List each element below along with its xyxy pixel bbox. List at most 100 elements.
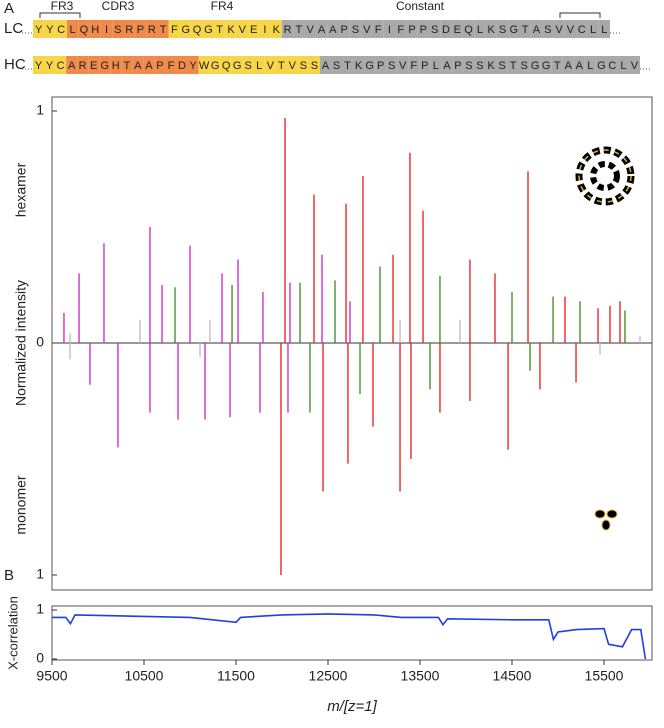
residue-box	[330, 56, 343, 74]
residue-box	[628, 56, 640, 74]
residue: D	[442, 24, 450, 36]
residue: V	[267, 60, 275, 72]
residue: F	[375, 24, 382, 36]
residue-box	[372, 20, 384, 38]
residue-box	[168, 20, 181, 38]
residue: T	[554, 60, 561, 72]
residue: Y	[46, 60, 54, 72]
residue-box	[33, 20, 45, 38]
residue: C	[608, 60, 616, 72]
residue: P	[421, 60, 428, 72]
residue-box	[462, 20, 475, 38]
residue: V	[555, 24, 563, 36]
residue: Q	[80, 24, 89, 36]
residue-box	[259, 20, 271, 38]
residue-box	[66, 56, 78, 74]
residue: Y	[35, 24, 43, 36]
residue-box	[540, 56, 552, 74]
residue: E	[90, 60, 97, 72]
residue-box	[386, 56, 398, 74]
residue: A	[576, 60, 584, 72]
residue: G	[597, 60, 606, 72]
hexamer-icon	[575, 146, 635, 206]
residue-box	[220, 56, 232, 74]
x-tick-label: 11500	[217, 668, 255, 684]
residue: Y	[35, 60, 43, 72]
residue: A	[145, 60, 153, 72]
residue: E	[250, 24, 257, 36]
residue-box	[485, 20, 497, 38]
residue: P	[377, 60, 384, 72]
residue-box	[304, 20, 316, 38]
residue: H	[91, 24, 99, 36]
residue-box	[99, 56, 111, 74]
residue: F	[168, 60, 175, 72]
residue: V	[289, 60, 297, 72]
residue-box	[417, 20, 429, 38]
residue: V	[399, 60, 407, 72]
residue: C	[57, 24, 65, 36]
residue: P	[156, 60, 163, 72]
residue-box	[342, 56, 354, 74]
residue-box	[88, 56, 100, 74]
residue-box	[327, 20, 339, 38]
residue: K	[488, 24, 496, 36]
residue-box	[395, 20, 407, 38]
residue-box	[598, 20, 610, 38]
residue: V	[307, 24, 315, 36]
residue-box	[121, 56, 133, 74]
panel-label: A	[4, 0, 14, 17]
residue-box	[247, 20, 260, 38]
residue: T	[123, 60, 130, 72]
x-tick-label: 15500	[585, 668, 624, 684]
residue: T	[510, 60, 517, 72]
residue-box	[530, 20, 543, 38]
residue: A	[565, 60, 573, 72]
residue-box	[209, 56, 221, 74]
residue-box	[44, 56, 56, 74]
residue-box	[143, 56, 155, 74]
residue-box	[319, 56, 331, 74]
residue-box	[315, 20, 328, 38]
y-tick-label: 1	[36, 601, 44, 617]
residue-box	[349, 20, 362, 38]
residue: G	[211, 60, 220, 72]
residue-box	[110, 56, 122, 74]
residue-box	[146, 20, 158, 38]
residue: S	[544, 24, 551, 36]
bracket	[39, 12, 601, 18]
residue-box	[281, 20, 294, 38]
residue: S	[352, 24, 359, 36]
residue-box	[587, 20, 599, 38]
residue-box	[474, 56, 486, 74]
residue-box	[132, 56, 144, 74]
residue-box	[553, 20, 565, 38]
residue-box	[77, 56, 89, 74]
residue-box	[353, 56, 365, 74]
residue-box	[507, 56, 519, 74]
residue: V	[567, 24, 575, 36]
residue: S	[300, 60, 307, 72]
residue-box	[157, 20, 169, 38]
residue: L	[70, 24, 76, 36]
residue: L	[587, 60, 593, 72]
residue-box	[123, 20, 135, 38]
residue-box	[551, 56, 563, 74]
residue-box	[191, 20, 203, 38]
residue-box	[406, 20, 418, 38]
residue: L	[601, 24, 607, 36]
x-tick-label: 10500	[125, 668, 164, 684]
residue: Y	[189, 60, 197, 72]
residue: R	[125, 24, 133, 36]
residue: R	[79, 60, 87, 72]
residue-box	[308, 56, 320, 74]
residue-box	[375, 56, 387, 74]
y-tick-label: 0	[36, 334, 44, 350]
monomer-icon	[594, 509, 618, 531]
residue-box	[383, 20, 396, 38]
residue: A	[533, 24, 541, 36]
residue: I	[263, 24, 266, 36]
residue: R	[284, 24, 292, 36]
residue-box	[408, 56, 420, 74]
residue: K	[355, 60, 363, 72]
